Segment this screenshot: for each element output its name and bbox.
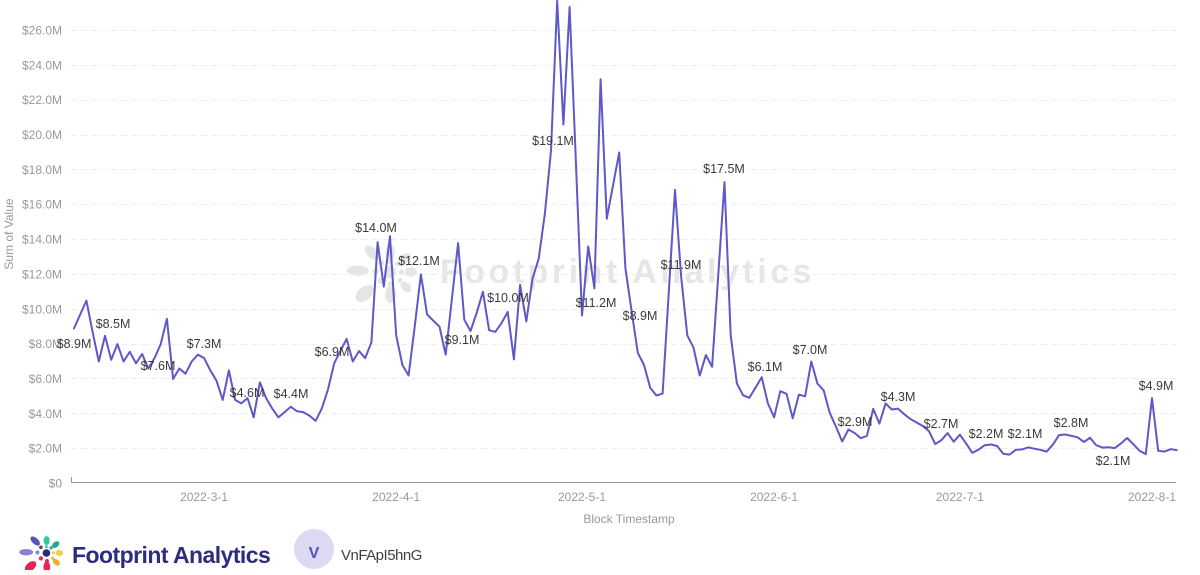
svg-text:$22.0M: $22.0M [22, 93, 62, 107]
svg-text:Footprint Analytics: Footprint Analytics [72, 542, 270, 568]
svg-text:$8.0M: $8.0M [29, 337, 62, 351]
svg-text:2022-8-1: 2022-8-1 [1128, 490, 1176, 504]
svg-text:$8.9M: $8.9M [623, 309, 658, 323]
svg-text:$19.1M: $19.1M [532, 134, 574, 148]
svg-text:$24.0M: $24.0M [22, 58, 62, 72]
svg-text:2022-6-1: 2022-6-1 [750, 490, 798, 504]
svg-text:$2.1M: $2.1M [1096, 454, 1131, 468]
svg-text:$8.5M: $8.5M [96, 317, 131, 331]
svg-text:$14.0M: $14.0M [355, 221, 397, 235]
svg-text:$20.0M: $20.0M [22, 128, 62, 142]
svg-text:2022-7-1: 2022-7-1 [936, 490, 984, 504]
svg-text:2022-4-1: 2022-4-1 [372, 490, 420, 504]
svg-text:$8.9M: $8.9M [57, 337, 92, 351]
svg-text:$4.0M: $4.0M [29, 407, 62, 421]
svg-text:V: V [309, 545, 320, 562]
svg-text:$7.3M: $7.3M [187, 337, 222, 351]
svg-text:$2.7M: $2.7M [924, 417, 959, 431]
svg-text:$18.0M: $18.0M [22, 163, 62, 177]
svg-text:Block Timestamp: Block Timestamp [583, 512, 675, 526]
svg-text:$0: $0 [49, 477, 63, 491]
svg-text:$6.1M: $6.1M [748, 360, 783, 374]
svg-text:2022-3-1: 2022-3-1 [180, 490, 228, 504]
svg-text:$14.0M: $14.0M [22, 233, 62, 247]
svg-text:$4.3M: $4.3M [881, 390, 916, 404]
svg-text:VnFApI5hnG: VnFApI5hnG [341, 547, 422, 564]
svg-text:$4.4M: $4.4M [274, 387, 309, 401]
svg-text:$4.6M: $4.6M [230, 386, 265, 400]
svg-text:$17.5M: $17.5M [703, 162, 745, 176]
svg-text:$2.1M: $2.1M [1008, 427, 1043, 441]
svg-text:$2.9M: $2.9M [838, 415, 873, 429]
svg-text:$12.1M: $12.1M [398, 254, 440, 268]
svg-text:$7.6M: $7.6M [141, 359, 176, 373]
svg-text:$16.0M: $16.0M [22, 198, 62, 212]
svg-text:$4.9M: $4.9M [1139, 379, 1174, 393]
svg-text:Sum of Value: Sum of Value [2, 198, 16, 269]
svg-text:$2.0M: $2.0M [29, 442, 62, 456]
svg-text:$11.9M: $11.9M [661, 258, 702, 272]
svg-text:$26.0M: $26.0M [22, 24, 62, 38]
svg-text:$10.0M: $10.0M [22, 302, 62, 316]
svg-text:$9.1M: $9.1M [445, 333, 480, 347]
svg-text:$2.8M: $2.8M [1054, 416, 1089, 430]
svg-text:2022-5-1: 2022-5-1 [558, 490, 606, 504]
svg-text:$10.0M: $10.0M [487, 291, 529, 305]
svg-text:$6.9M: $6.9M [315, 345, 350, 359]
svg-text:$12.0M: $12.0M [22, 267, 62, 281]
svg-text:$6.0M: $6.0M [29, 372, 62, 386]
svg-text:$11.2M: $11.2M [576, 296, 617, 310]
svg-text:$7.0M: $7.0M [793, 343, 828, 357]
svg-text:$2.2M: $2.2M [969, 427, 1004, 441]
